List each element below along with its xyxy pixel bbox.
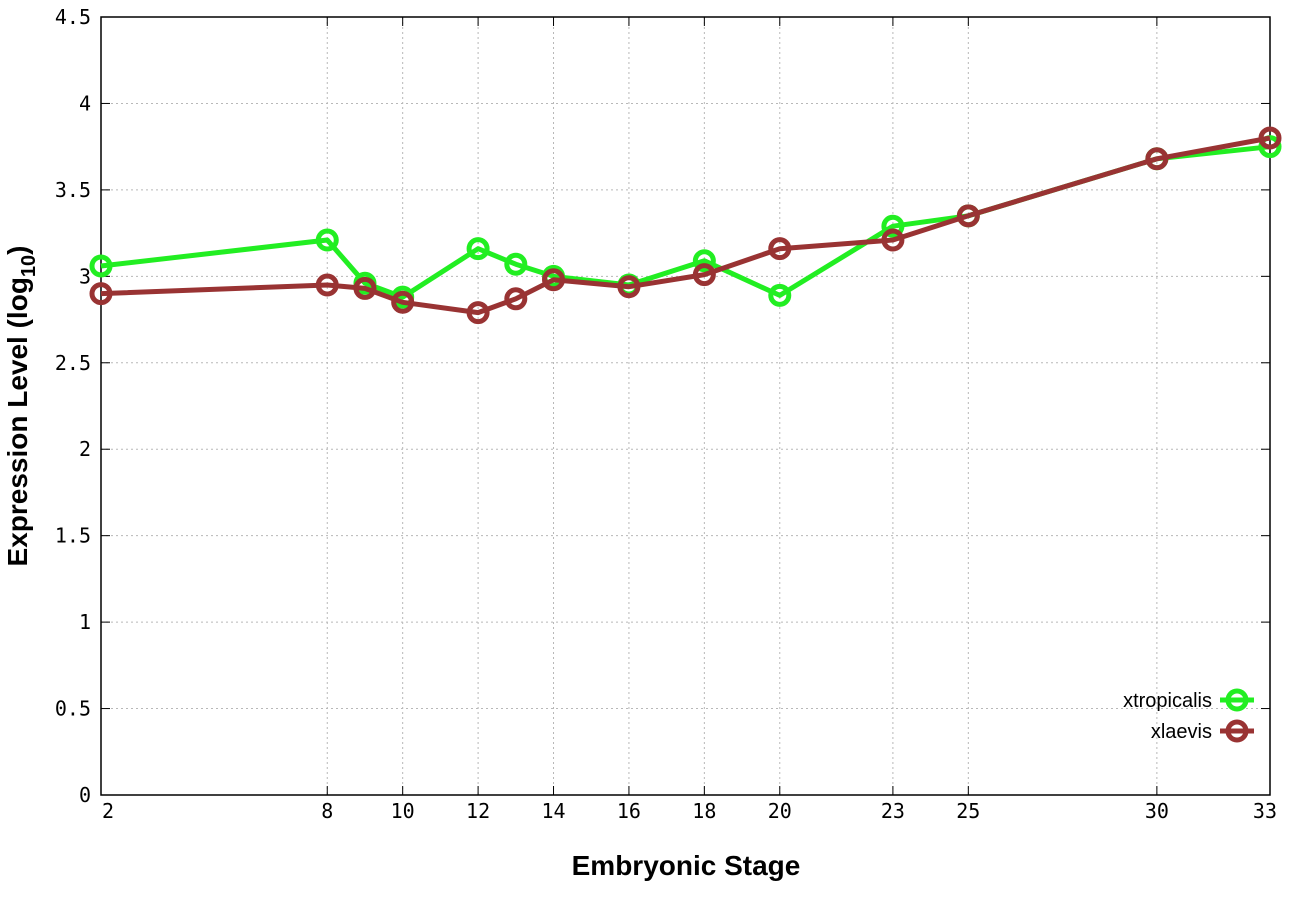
legend-marker-xlaevis: [1225, 719, 1249, 743]
grid: [101, 17, 1270, 795]
plot-frame: [100, 16, 1271, 796]
y-tick-label-4-5: 4.5: [55, 5, 91, 29]
y-tick-label-0: 0: [79, 783, 91, 807]
y-tick-labels: 0 0.5 1 1.5 2 2.5 3 3.5 4 4.5: [55, 5, 91, 807]
x-tick-label-25: 25: [956, 799, 980, 823]
point-xlaevis-stage-14: [542, 268, 566, 292]
x-tick-label-10: 10: [391, 799, 415, 823]
point-xlaevis-stage-30: [1145, 147, 1169, 171]
x-tick-label-16: 16: [617, 799, 641, 823]
legend-marker-xtropicalis: [1225, 688, 1249, 712]
axis-ticks: [100, 16, 1271, 796]
point-xlaevis-stage-9: [353, 276, 377, 300]
series-xtropicalis: [89, 135, 1282, 309]
point-xtropicalis-stage-18: [692, 249, 716, 273]
y-tick-label-3: 3: [79, 264, 91, 288]
x-tick-label-12: 12: [466, 799, 490, 823]
point-xtropicalis-stage-23: [881, 214, 905, 238]
point-xtropicalis-stage-12: [466, 237, 490, 261]
y-tick-label-1: 1: [79, 610, 91, 634]
point-xlaevis-stage-20: [768, 237, 792, 261]
x-tick-label-18: 18: [692, 799, 716, 823]
y-tick-label-0-5: 0.5: [55, 697, 91, 721]
point-xtropicalis-stage-33: [1258, 135, 1282, 159]
legend-label-xlaevis: xlaevis: [1151, 721, 1212, 743]
x-tick-label-30: 30: [1145, 799, 1169, 823]
series-line-xtropicalis: [100, 144, 1271, 300]
y-tick-label-1-5: 1.5: [55, 524, 91, 548]
x-tick-label-20: 20: [768, 799, 792, 823]
point-xtropicalis-stage-8: [315, 228, 339, 252]
x-tick-label-2: 2: [102, 799, 114, 823]
point-xlaevis-stage-2: [89, 282, 113, 306]
y-tick-label-2-5: 2.5: [55, 351, 91, 375]
series-xlaevis: [89, 126, 1282, 325]
point-xlaevis-stage-13: [504, 287, 528, 311]
x-tick-label-33: 33: [1253, 799, 1277, 823]
y-tick-label-2: 2: [79, 437, 91, 461]
point-xlaevis-stage-10: [391, 290, 415, 314]
point-xlaevis-stage-18: [692, 263, 716, 287]
point-xlaevis-stage-33: [1258, 126, 1282, 150]
y-tick-label-3-5: 3.5: [55, 178, 91, 202]
series-line-xlaevis: [100, 135, 1271, 316]
point-xlaevis-stage-8: [315, 273, 339, 297]
x-tick-labels: 2 8 10 12 14 16 18 20 23 25 30 33: [102, 799, 1277, 823]
x-tick-label-23: 23: [881, 799, 905, 823]
legend: xtropicalis xlaevis: [1123, 688, 1254, 743]
y-axis-title-subscript: 10: [18, 255, 40, 277]
x-axis-title: Embryonic Stage: [572, 850, 801, 881]
point-xtropicalis-stage-20: [768, 283, 792, 307]
x-tick-label-8: 8: [321, 799, 333, 823]
point-xlaevis-stage-16: [617, 275, 641, 299]
y-tick-label-4: 4: [79, 91, 91, 115]
y-axis-title: Expression Level (log10): [2, 246, 40, 567]
point-xtropicalis-stage-13: [504, 252, 528, 276]
point-xlaevis-stage-12: [466, 301, 490, 325]
x-tick-label-14: 14: [541, 799, 565, 823]
point-xlaevis-stage-25: [956, 204, 980, 228]
legend-label-xtropicalis: xtropicalis: [1123, 690, 1212, 712]
point-xlaevis-stage-23: [881, 228, 905, 252]
point-xtropicalis-stage-2: [89, 254, 113, 278]
series: [89, 126, 1282, 325]
